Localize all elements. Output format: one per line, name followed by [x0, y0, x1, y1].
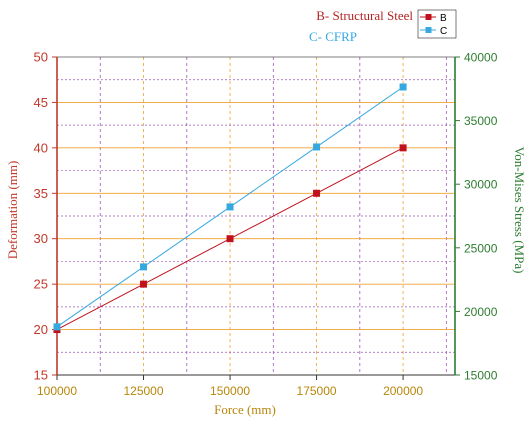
legend-box — [417, 9, 457, 39]
series-b-point — [399, 144, 407, 152]
axes — [56, 56, 456, 376]
y-tick-label: 40 — [34, 140, 48, 155]
tick-labels: 100000 125000 150000 175000 200000 15 20 25 30 35… — [34, 50, 498, 399]
y-tick-label: 50 — [34, 50, 48, 65]
x-tick-label: 200000 — [383, 384, 423, 398]
series-c-point — [399, 83, 407, 91]
y2-tick-label: 25000 — [464, 241, 498, 255]
y-tick-label: 45 — [34, 95, 48, 110]
series-layer — [53, 83, 407, 334]
y2-tick-label: 15000 — [464, 369, 498, 383]
series-c-point — [313, 143, 321, 151]
series-c-point — [140, 263, 148, 271]
series-b-point — [313, 189, 321, 197]
legend-label-c: C — [440, 26, 447, 37]
y-tick-label: 20 — [34, 322, 48, 337]
series-b-point — [226, 235, 234, 243]
x-tick-label: 175000 — [297, 384, 337, 398]
x-axis-label: Force (mm) — [214, 402, 276, 417]
grid-lines — [57, 57, 455, 375]
y2-tick-label: 35000 — [464, 114, 498, 128]
chart-title-line-2: C- CFRP — [309, 29, 357, 44]
legend: B C — [417, 9, 457, 39]
y-tick-label: 30 — [34, 231, 48, 246]
series-c-point — [53, 323, 61, 331]
x-tick-label: 125000 — [123, 384, 163, 398]
y-tick-label: 25 — [34, 277, 48, 292]
x-tick-label: 100000 — [37, 384, 77, 398]
y-axis-label: Deformation (mm) — [5, 161, 20, 260]
y2-axis-label: Von-Mises Stress (MPa) — [512, 147, 527, 274]
series-c-point — [226, 203, 234, 211]
y-tick-label: 15 — [34, 368, 48, 383]
legend-marker-c — [425, 27, 432, 33]
y2-tick-label: 30000 — [464, 178, 498, 192]
x-tick-label: 150000 — [210, 384, 250, 398]
legend-marker-b — [425, 14, 432, 20]
y2-tick-label: 40000 — [464, 51, 498, 65]
y2-tick-label: 20000 — [464, 305, 498, 319]
chart-title-line-1: B- Structural Steel — [316, 8, 413, 23]
y-tick-label: 35 — [34, 186, 48, 201]
legend-label-b: B — [440, 13, 447, 24]
series-b-point — [140, 280, 148, 288]
